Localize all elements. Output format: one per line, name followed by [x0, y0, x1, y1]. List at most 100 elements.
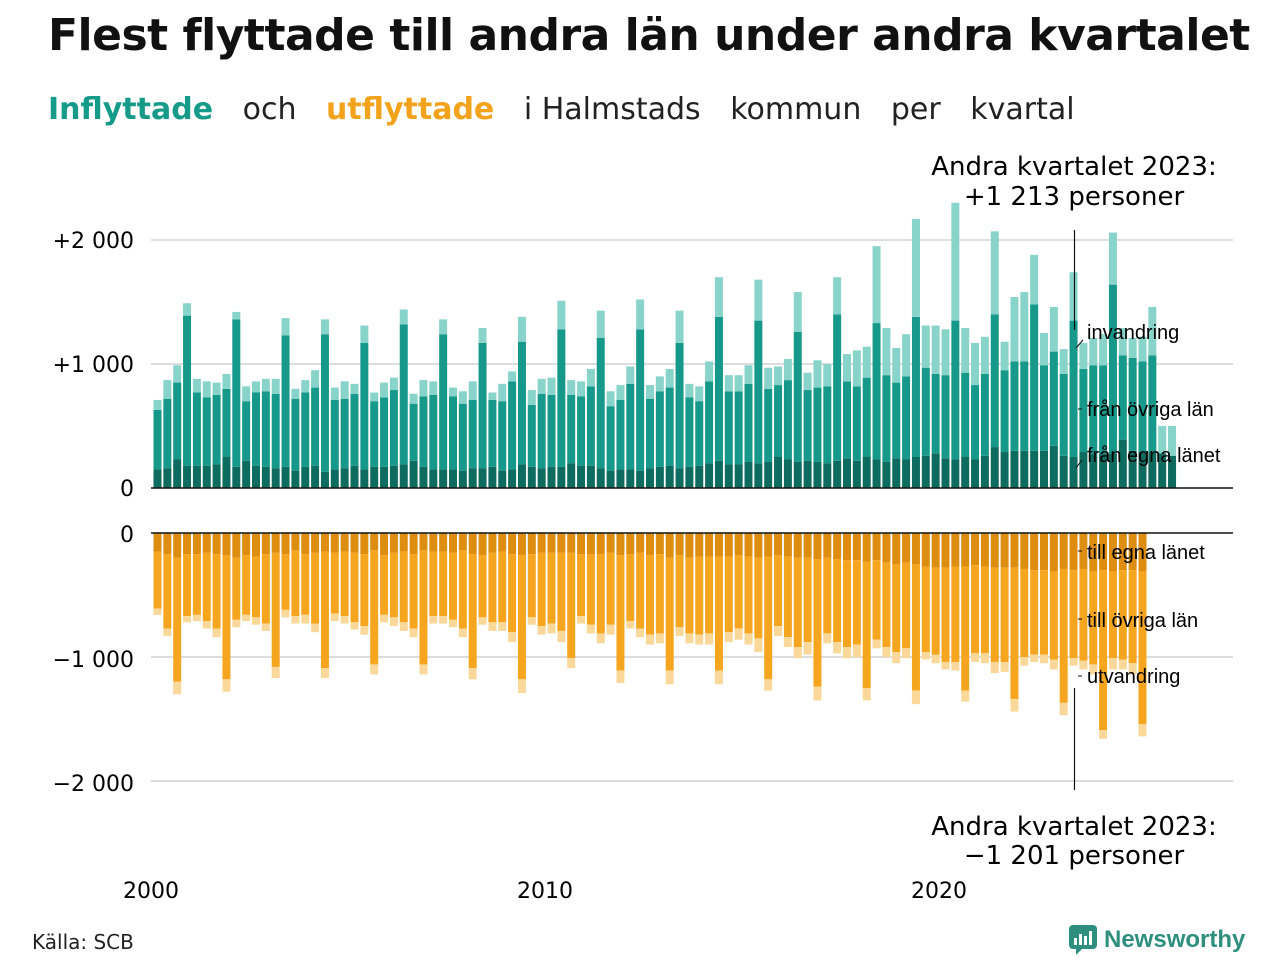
bar-in-other-counties: [232, 319, 241, 467]
bar-out-emigration: [616, 670, 625, 684]
bar-in-own-county: [931, 453, 940, 488]
bar-in-own-county: [537, 468, 546, 488]
bar-out-emigration: [754, 638, 763, 653]
bar-in-own-county: [606, 470, 615, 488]
bar-in-immigration: [1040, 333, 1048, 366]
bar-out-own-county: [252, 533, 260, 557]
bar-out-other-counties: [813, 559, 822, 687]
bar-out-emigration: [1069, 658, 1078, 666]
bar-out-own-county: [990, 533, 999, 568]
bar-out-own-county: [646, 533, 654, 556]
bar-in-own-county: [202, 465, 211, 488]
y-tick-label: 0: [120, 523, 134, 548]
x-tick-labels: 2000 2010 2020: [123, 879, 967, 904]
bar-in-own-county: [1010, 450, 1019, 488]
bar-out-emigration: [951, 661, 960, 671]
bar-in-other-counties: [488, 399, 497, 467]
bar-in-immigration: [823, 364, 832, 387]
bar-out-own-county: [902, 533, 911, 563]
bar-out-own-county: [1079, 533, 1088, 569]
bar-in-immigration: [744, 365, 753, 384]
bar-in-immigration: [911, 218, 920, 317]
bar-out-other-counties: [695, 556, 704, 635]
bar-in-immigration: [389, 377, 398, 391]
bar-out-emigration: [961, 690, 970, 702]
bar-in-own-county: [311, 465, 320, 488]
bar-out-own-county: [498, 533, 507, 552]
bar-out-emigration: [163, 628, 172, 636]
bar-out-other-counties: [872, 560, 881, 640]
annotation-bottom-line2: −1 201 personer: [964, 841, 1185, 871]
bar-in-own-county: [685, 466, 694, 488]
bar-in-own-county: [764, 461, 773, 488]
bar-in-own-county: [872, 459, 881, 488]
bar-out-emigration: [183, 616, 192, 623]
bar-out-other-counties: [862, 561, 871, 688]
bar-in-own-county: [389, 465, 398, 488]
bar-out-other-counties: [202, 552, 211, 622]
bar-in-other-counties: [1049, 351, 1058, 446]
bar-out-emigration: [941, 661, 950, 670]
bar-out-own-county: [311, 533, 320, 553]
bar-out-emigration: [360, 626, 369, 635]
bar-out-own-county: [1118, 533, 1127, 571]
bar-out-emigration: [1079, 660, 1088, 670]
bar-in-other-counties: [843, 381, 851, 459]
bar-out-other-counties: [242, 555, 251, 615]
bar-out-emigration: [271, 666, 280, 679]
bar-out-own-county: [971, 533, 980, 566]
bar-out-emigration: [734, 628, 743, 640]
bar-out-own-county: [281, 533, 290, 555]
bar-in-other-counties: [980, 373, 989, 456]
bar-out-own-county: [271, 533, 280, 553]
bar-in-own-county: [1089, 454, 1098, 488]
bar-out-emigration: [833, 642, 842, 654]
bar-out-own-county: [449, 533, 457, 553]
label-pointer: [1075, 459, 1083, 469]
bar-out-own-county: [931, 533, 940, 568]
bar-out-emigration: [537, 626, 546, 635]
bar-in-own-county: [1000, 452, 1009, 488]
bar-in-own-county: [547, 466, 556, 488]
bar-out-own-county: [1000, 533, 1009, 568]
bar-in-other-counties: [439, 334, 448, 470]
bar-out-emigration: [232, 619, 241, 628]
bar-in-own-county: [242, 460, 251, 488]
bar-out-emigration: [419, 664, 428, 675]
bar-in-immigration: [636, 299, 645, 330]
series-label-fran-egna-lanet: från egna länet: [1087, 445, 1221, 467]
bar-out-emigration: [409, 628, 418, 638]
bar-out-other-counties: [990, 567, 999, 662]
bar-in-other-counties: [1148, 355, 1157, 453]
bar-in-immigration: [252, 381, 260, 393]
bar-out-other-counties: [911, 564, 920, 691]
bar-out-own-county: [232, 533, 241, 558]
bar-out-own-county: [685, 533, 694, 558]
bar-out-emigration: [882, 647, 891, 657]
bar-in-immigration: [705, 361, 714, 382]
bar-in-other-counties: [971, 385, 980, 460]
bar-out-emigration: [468, 668, 477, 680]
bar-out-other-counties: [783, 556, 792, 638]
bar-out-other-counties: [222, 555, 231, 680]
bar-out-other-counties: [173, 557, 182, 682]
axes: [151, 487, 1233, 534]
bar-in-immigration: [675, 310, 684, 343]
bar-in-immigration: [577, 381, 586, 397]
bar-in-immigration: [596, 310, 605, 338]
bar-out-own-county: [173, 533, 182, 558]
bar-out-own-county: [291, 533, 300, 551]
bar-in-other-counties: [665, 387, 674, 466]
bar-in-other-counties: [389, 390, 398, 466]
bar-out-own-county: [517, 533, 526, 556]
bar-in-immigration: [232, 311, 241, 320]
bar-in-other-counties: [242, 401, 251, 461]
bar-in-immigration: [350, 383, 359, 394]
bar-in-immigration: [1010, 297, 1019, 362]
bar-out-emigration: [458, 628, 467, 638]
bar-out-other-counties: [527, 554, 536, 618]
bar-out-other-counties: [419, 550, 428, 665]
bar-out-emigration: [173, 681, 182, 695]
bar-in-own-county: [586, 465, 595, 488]
bar-in-other-counties: [685, 397, 694, 467]
